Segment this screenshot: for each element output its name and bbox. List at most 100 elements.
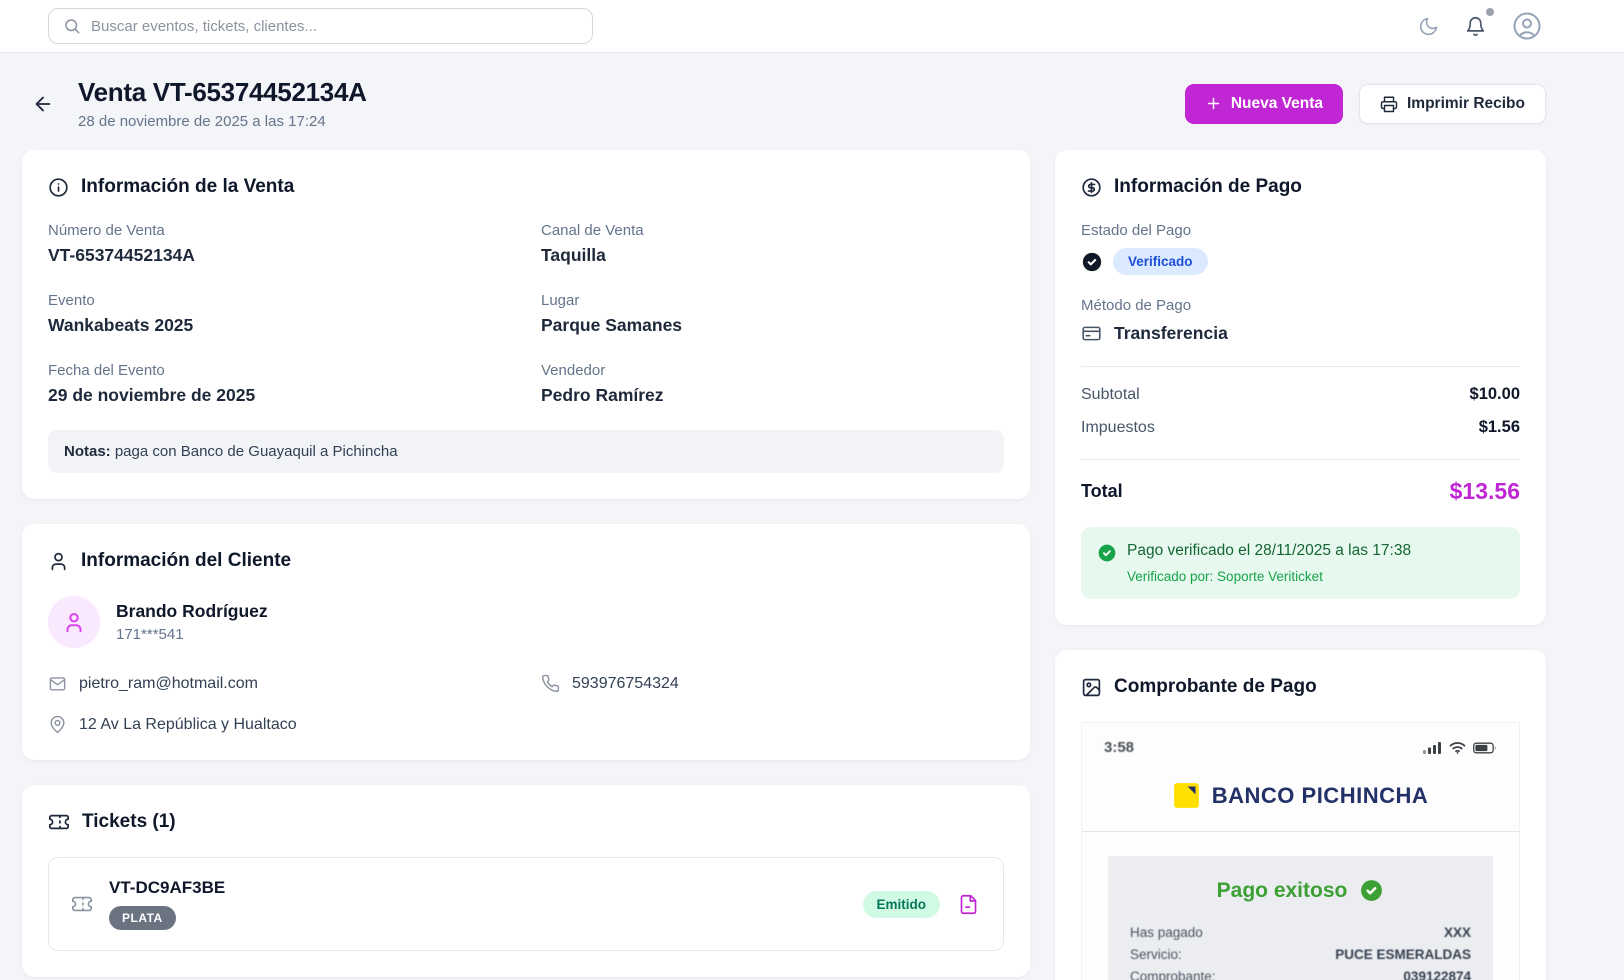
receipt-detail-box: Pago exitoso Has pagado XXX Servicio: PU… [1108,856,1493,980]
payment-status-label: Estado del Pago [1081,222,1192,239]
header-actions: Nueva Venta Imprimir Recibo [1184,83,1546,124]
page-title: Venta VT-65374452134A [78,77,367,107]
new-sale-label: Nueva Venta [1230,94,1323,112]
notifications-button[interactable] [1463,7,1494,39]
payment-status-row: Verificado [1081,248,1520,275]
divider [1081,459,1520,460]
dark-mode-toggle[interactable] [1416,14,1441,39]
check-circle-icon [1098,544,1116,562]
receipt-row-paid: Has pagado XXX [1130,925,1471,940]
receipt-row-value: XXX [1443,925,1471,940]
field-seller: Vendedor Pedro Ramírez [541,362,1004,406]
field-event-date: Fecha del Evento 29 de noviembre de 2025 [48,362,511,406]
tickets-title: Tickets (1) [82,811,176,832]
ticket-code: VT-DC9AF3BE [109,878,226,897]
tickets-card: Tickets (1) VT-DC9AF3BE PLATA Emitido [22,785,1030,977]
customer-email-row: pietro_ram@hotmail.com [48,674,511,693]
wifi-icon [1449,742,1466,754]
field-label: Vendedor [541,362,606,379]
receipt-row-label: Comprobante: [1130,969,1216,980]
field-label: Fecha del Evento [48,362,165,379]
left-column: Información de la Venta Número de Venta … [22,150,1030,980]
total-row: Total $13.56 [1081,478,1520,505]
field-event: Evento Wankabeats 2025 [48,292,511,336]
total-value: $13.56 [1449,478,1520,504]
right-column: Información de Pago Estado del Pago Veri… [1055,150,1546,980]
ticket-info: VT-DC9AF3BE PLATA [109,878,225,930]
verified-message: Pago verificado el 28/11/2025 a las 17:3… [1127,542,1412,559]
ticket-actions: Emitido [862,890,982,918]
ticket-tier-badge: PLATA [109,906,176,930]
customer-id: 171***541 [116,626,184,643]
customer-name: Brando Rodríguez [116,601,268,621]
receipt-row-voucher: Comprobante: 039122874 [1130,969,1471,980]
payment-card: Información de Pago Estado del Pago Veri… [1055,150,1546,625]
taxes-label: Impuestos [1081,418,1155,436]
user-avatar-icon [1513,12,1541,40]
customer-phone: 593976754324 [572,674,679,692]
person-icon [51,552,66,570]
bell-icon [1466,16,1485,36]
receipt-row-value: PUCE ESMERALDAS [1335,947,1471,962]
divider [1082,831,1519,832]
print-receipt-button[interactable]: Imprimir Recibo [1359,83,1546,124]
payment-header: Información de Pago [1081,176,1520,198]
receipt-image[interactable]: 3:58 BANCO PICHINCHA Pago exitoso [1081,722,1520,980]
ticket-status-badge: Emitido [862,890,940,918]
receipt-time: 3:58 [1104,739,1135,756]
account-menu-button[interactable] [1510,9,1544,43]
field-label: Lugar [541,292,580,309]
sale-info-card: Información de la Venta Número de Venta … [22,150,1030,499]
payment-method-row: Transferencia [1081,323,1520,344]
document-icon [960,894,977,914]
new-sale-button[interactable]: Nueva Venta [1184,83,1343,124]
receipt-statusbar: 3:58 [1082,723,1519,762]
ticket-row[interactable]: VT-DC9AF3BE PLATA Emitido [48,857,1004,951]
signal-icon [1423,742,1441,754]
print-receipt-label: Imprimir Recibo [1407,94,1525,112]
info-icon [49,177,68,197]
badge-check-icon [1082,252,1102,271]
phone-icon [541,674,560,693]
customer-contacts: pietro_ram@hotmail.com 593976754324 12 A… [48,674,1004,734]
payment-method-value: Transferencia [1114,323,1228,343]
subtotal-label: Subtotal [1081,385,1140,403]
bank-logo-icon [1173,783,1199,808]
divider [1081,366,1520,367]
total-label: Total [1081,481,1123,501]
subtotal-value: $10.00 [1469,385,1520,403]
field-value: Pedro Ramírez [541,385,664,405]
search-box[interactable] [48,8,593,44]
printer-icon [1380,96,1398,112]
receipt-row-service: Servicio: PUCE ESMERALDAS [1130,947,1471,962]
payment-status-badge: Verificado [1113,248,1208,275]
receipt-system-icons [1423,741,1497,754]
topbar-actions [1416,7,1544,43]
search-icon [65,19,80,34]
search-input[interactable] [91,17,578,35]
ticket-icon [72,896,92,912]
field-value: Taquilla [541,245,606,265]
title-block: Venta VT-65374452134A 28 de noviembre de… [78,77,367,130]
customer-address-row: 12 Av La República y Hualtaco [48,715,511,734]
person-icon [66,612,82,633]
field-value: 29 de noviembre de 2025 [48,385,256,405]
customer-card: Información del Cliente Brando Rodríguez… [22,524,1030,760]
page-header: Venta VT-65374452134A 28 de noviembre de… [0,53,1624,150]
customer-title: Información del Cliente [81,550,292,571]
bank-name: BANCO PICHINCHA [1211,782,1429,808]
ticket-document-button[interactable] [956,892,981,917]
customer-profile: Brando Rodríguez 171***541 [48,596,1004,648]
topbar [0,0,1624,53]
moon-icon [1419,17,1438,35]
dollar-icon [1082,177,1101,197]
customer-email: pietro_ram@hotmail.com [79,674,258,692]
receipt-title: Comprobante de Pago [1114,676,1317,697]
field-value: VT-65374452134A [48,245,195,265]
field-label: Número de Venta [48,222,165,239]
customer-identity: Brando Rodríguez 171***541 [116,601,268,643]
image-icon [1082,678,1101,696]
notes-label: Notas: [64,443,111,460]
back-button[interactable] [28,89,58,119]
field-sale-channel: Canal de Venta Taquilla [541,222,1004,266]
